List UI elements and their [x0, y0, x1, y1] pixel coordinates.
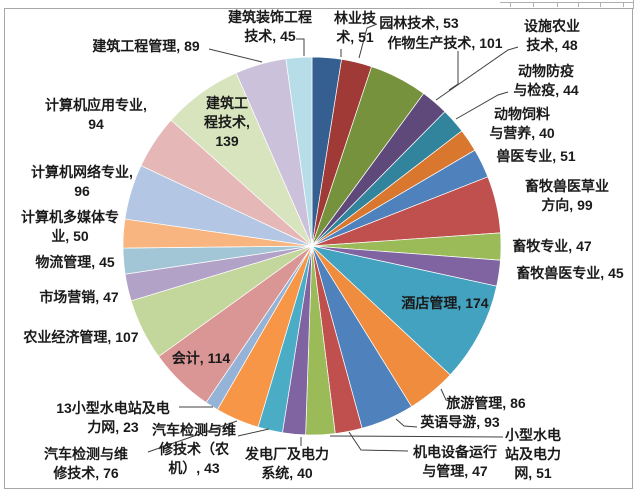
slice-label-5-line-0: 动物饲料 — [494, 106, 550, 122]
slice-label-17-line-0: 汽车检测与维 — [44, 446, 128, 462]
slice-label-8-line-0: 畜牧专业, 47 — [512, 238, 592, 254]
slice-label-16-line-2: 机）, 43 — [168, 460, 220, 476]
slice-label-28-line-0: 建筑装饰工程 — [228, 9, 312, 25]
slice-label-13-line-1: 与管理, 47 — [422, 463, 488, 479]
slice-label-28-line-1: 技术, 45 — [244, 28, 296, 44]
slice-label-14-line-0: 小型水电 — [505, 427, 561, 443]
slice-label-15-line-0: 发电厂及电力 — [244, 446, 329, 462]
slice-label-3-line-1: 技术, 48 — [526, 37, 578, 53]
slice-label-0-line-0: 林业技 — [334, 10, 377, 26]
pie-slice-10 — [310, 245, 498, 376]
chart-border — [4, 8, 633, 489]
leader-line-4 — [455, 91, 509, 120]
slice-label-20-line-0: 农业经济管理, 107 — [22, 329, 138, 345]
slice-label-16-line-1: 修技术（农 — [158, 441, 230, 457]
slice-label-21-line-0: 市场营销, 47 — [39, 289, 119, 305]
pie-slices-group — [122, 56, 502, 436]
slice-label-23-line-0: 计算机多媒体专 — [21, 209, 119, 225]
slice-label-27-line-0: 建筑工程管理, 89 — [92, 38, 200, 54]
leader-line-11 — [440, 388, 454, 403]
slice-label-12-line-0: 英语导游, 93 — [419, 414, 500, 430]
slice-label-25-line-1: 94 — [88, 116, 104, 132]
leader-line-28 — [296, 38, 305, 56]
slice-label-16-line-0: 汽车检测与维 — [152, 422, 236, 438]
slice-label-13-line-0: 机电设备运行 — [413, 444, 497, 460]
slice-label-18-line-0: 13小型水电站及电 — [56, 400, 170, 416]
slice-label-26-line-0: 建筑工 — [206, 95, 248, 111]
slice-label-24-line-0: 计算机网络专业, — [31, 164, 133, 180]
slice-label-26-line-1: 程技术, — [204, 114, 250, 130]
leader-line-17 — [147, 420, 238, 453]
leader-line-2 — [448, 51, 459, 91]
slice-label-0-line-1: 术, 51 — [336, 29, 374, 45]
slice-label-4-line-0: 动物防疫 — [518, 63, 574, 79]
leader-line-13 — [348, 431, 409, 452]
leader-line-12 — [395, 418, 418, 428]
slice-label-11-line-0: 旅游管理, 86 — [446, 395, 526, 411]
leader-line-27 — [208, 48, 263, 63]
leader-line-3 — [435, 46, 519, 101]
slice-label-26-line-2: 139 — [215, 133, 239, 149]
slice-label-5-line-1: 与营养, 40 — [489, 125, 555, 141]
slice-label-2-line-0: 作物生产技术, 101 — [387, 35, 502, 51]
slice-label-7-line-0: 畜牧兽医草业 — [525, 178, 609, 194]
slice-label-10-line-0: 酒店管理, 174 — [401, 295, 488, 311]
slice-label-3-line-0: 设施农业 — [524, 18, 580, 34]
slice-label-9-line-0: 畜牧兽医专业, 45 — [516, 265, 624, 281]
slice-label-14-line-2: 网, 51 — [514, 465, 552, 481]
slice-label-24-line-1: 96 — [74, 183, 90, 199]
leader-line-16 — [237, 428, 270, 437]
slice-label-7-line-1: 方向, 99 — [541, 197, 593, 213]
leader-lines-group — [147, 23, 519, 453]
slice-label-15-line-1: 系统, 40 — [261, 465, 313, 481]
slice-label-6-line-0: 兽医专业, 51 — [496, 148, 576, 164]
slice-label-23-line-1: 业, 50 — [51, 228, 89, 244]
slice-label-18-line-1: 力网, 23 — [87, 419, 139, 435]
leader-line-14 — [329, 435, 504, 438]
worksheet-edge-artifact — [500, 0, 634, 9]
slice-label-22-line-0: 物流管理, 45 — [35, 254, 115, 270]
slice-label-1-line-0: 园林技术, 53 — [379, 15, 459, 31]
slice-label-4-line-1: 与检疫, 44 — [513, 82, 579, 98]
slice-label-25-line-0: 计算机应用专业, — [45, 97, 147, 113]
pie-slice-28 — [285, 56, 313, 247]
slice-label-19-line-0: 会计, 114 — [172, 350, 231, 366]
leader-line-1 — [358, 23, 378, 59]
slice-label-17-line-1: 修技术, 76 — [52, 465, 119, 481]
slice-label-14-line-1: 站及电力 — [505, 446, 561, 462]
